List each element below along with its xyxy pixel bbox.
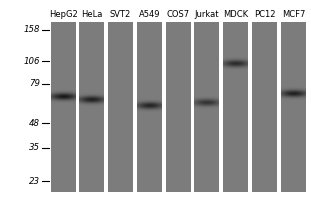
Text: 23: 23: [29, 176, 40, 186]
Text: A549: A549: [139, 10, 160, 19]
Text: COS7: COS7: [167, 10, 190, 19]
Text: HepG2: HepG2: [49, 10, 78, 19]
Text: MDCK: MDCK: [223, 10, 248, 19]
Text: 48: 48: [29, 118, 40, 128]
Text: 35: 35: [29, 144, 40, 152]
Text: 106: 106: [24, 56, 40, 66]
Text: 158: 158: [24, 25, 40, 34]
Text: SVT2: SVT2: [110, 10, 131, 19]
Text: MCF7: MCF7: [282, 10, 305, 19]
Text: Jurkat: Jurkat: [194, 10, 219, 19]
Text: HeLa: HeLa: [81, 10, 102, 19]
Text: PC12: PC12: [254, 10, 275, 19]
Text: 79: 79: [29, 79, 40, 88]
